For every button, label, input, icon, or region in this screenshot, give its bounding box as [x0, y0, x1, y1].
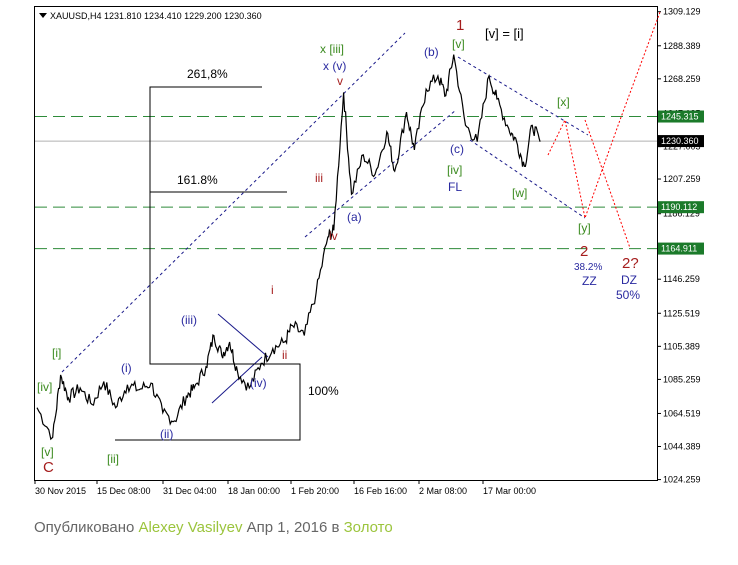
fibonacci-projection — [115, 86, 301, 441]
price-chart: XAUUSD,H4 1231.810 1234.410 1229.200 123… — [0, 0, 738, 500]
fib-label-261: 261,8% — [187, 67, 228, 81]
forecast-line-main — [547, 11, 661, 220]
y-tick-label: 1207.259 — [663, 174, 701, 184]
price-line — [36, 54, 541, 441]
wave-label-iv-paren: (iv) — [250, 376, 267, 390]
level-tag-bg — [658, 242, 704, 255]
wave-label-i-paren: (i) — [121, 361, 132, 375]
forecast-path — [547, 11, 661, 249]
flat-channel-upper — [457, 56, 589, 136]
chart-background — [0, 0, 738, 500]
fib-label-50: 50% — [616, 288, 640, 302]
current-price-tag-bg — [658, 135, 704, 148]
x-tick-label: 15 Dec 08:00 — [97, 486, 151, 496]
wedge-line-upper — [217, 313, 269, 358]
wave-label-dz: DZ — [621, 273, 637, 287]
wave-iv-wedge — [211, 313, 269, 404]
flat-channel-lower — [469, 139, 586, 219]
author-link[interactable]: Alexey Vasilyev — [138, 519, 243, 536]
symbol-menu-icon[interactable] — [39, 13, 47, 18]
x-tick-label: 2 Mar 08:00 — [419, 486, 467, 496]
x-axis: 30 Nov 2015 15 Dec 08:00 31 Dec 04:00 18 Ja… — [34, 480, 536, 496]
x-tick-label: 18 Jan 00:00 — [228, 486, 280, 496]
channel-line-lower — [304, 109, 457, 238]
level-tag: 1164.911 — [661, 244, 697, 254]
publication-caption: Опубликовано Alexey Vasilyev Апр 1, 2016… — [34, 519, 393, 536]
x-tick-label: 17 Mar 00:00 — [483, 486, 536, 496]
trend-channels — [61, 32, 589, 373]
forecast-line-alt — [584, 119, 631, 249]
current-price-tag: 1230.360 — [661, 136, 699, 146]
caption-prefix: Опубликовано — [34, 519, 139, 536]
fib-bracket — [115, 86, 301, 441]
level-tag-bg — [658, 110, 704, 123]
wave-label-ii-paren: (ii) — [160, 427, 173, 441]
fib-label-100: 100% — [308, 384, 339, 398]
level-tag-bg — [658, 201, 704, 214]
wave-label-v-bracket: [v] — [41, 445, 54, 459]
y-tick-label: 1105.389 — [663, 341, 700, 351]
wave-label-x-v: x (v) — [323, 59, 346, 73]
wave-label-2: 2 — [580, 243, 588, 260]
wave-label-iv-bracket: [iv] — [37, 380, 52, 394]
wave-label-i-bracket: [i] — [52, 346, 61, 360]
y-tick-label: 1064.519 — [663, 408, 701, 418]
wave-label-iv-minor: iv — [329, 229, 338, 243]
caption-middle: Апр 1, 2016 в — [242, 519, 344, 536]
wave-labels: C [v] [iv] [ii] [i] (i) (ii) (iii) (iv) … — [37, 17, 640, 476]
x-tick-label: 31 Dec 04:00 — [163, 486, 217, 496]
y-tick-label: 1044.389 — [663, 442, 701, 452]
y-tick-label: 1024.259 — [663, 475, 701, 485]
wave-label-1: 1 — [456, 17, 464, 34]
wave-label-2-question: 2? — [622, 255, 639, 272]
y-tick-label: 1309.129 — [663, 7, 701, 17]
x-tick-label: 30 Nov 2015 — [35, 486, 86, 496]
wave-label-x: [x] — [557, 95, 570, 109]
y-tick-label: 1288.389 — [663, 41, 701, 51]
fib-label-161: 161.8% — [177, 173, 218, 187]
y-tick-label: 1268.259 — [663, 74, 701, 84]
wave-label-fl: FL — [448, 180, 462, 194]
wave-label-i-minor: i — [271, 283, 274, 297]
price-tags: 1245.315 1190.112 1164.911 1230.360 — [658, 110, 704, 255]
y-tick-label: 1186.129 — [663, 209, 700, 219]
fib-label-38: 38.2% — [574, 262, 602, 273]
category-link[interactable]: Золото — [343, 519, 393, 536]
level-tag: 1190.112 — [661, 202, 697, 212]
wave-label-v-equals-i: [v] = [i] — [485, 26, 524, 41]
wave-label-y: [y] — [578, 221, 591, 235]
wave-label-ii-minor: ii — [282, 348, 287, 362]
wave-label-w: [w] — [512, 186, 527, 200]
plot-frame — [34, 6, 658, 481]
wave-label-x-iii: x [iii] — [320, 42, 344, 56]
wave-label-c: (c) — [450, 142, 464, 156]
wave-label-iii-paren: (iii) — [181, 313, 197, 327]
wave-label-C: C — [43, 459, 54, 476]
y-tick-label: 1125.519 — [663, 308, 700, 318]
wave-label-v-major: [v] — [452, 37, 465, 51]
y-tick-label: 1085.259 — [663, 374, 701, 384]
x-tick-label: 16 Feb 16:00 — [354, 486, 407, 496]
wave-label-iv-major: [iv] — [447, 163, 462, 177]
wedge-line-lower — [211, 356, 263, 404]
level-tag: 1245.315 — [661, 112, 699, 122]
chart-title: XAUUSD,H4 1231.810 1234.410 1229.200 123… — [50, 11, 262, 21]
x-tick-label: 1 Feb 20:00 — [291, 486, 339, 496]
channel-line-upper — [61, 32, 406, 373]
wave-label-zz: ZZ — [582, 274, 597, 288]
wave-label-v-minor: v — [337, 74, 343, 88]
wave-label-a: (a) — [347, 210, 362, 224]
wave-label-iii-minor: iii — [315, 171, 323, 185]
wave-label-b: (b) — [424, 45, 439, 59]
wave-label-ii-bracket: [ii] — [107, 452, 119, 466]
y-tick-label: 1146.259 — [663, 274, 700, 284]
